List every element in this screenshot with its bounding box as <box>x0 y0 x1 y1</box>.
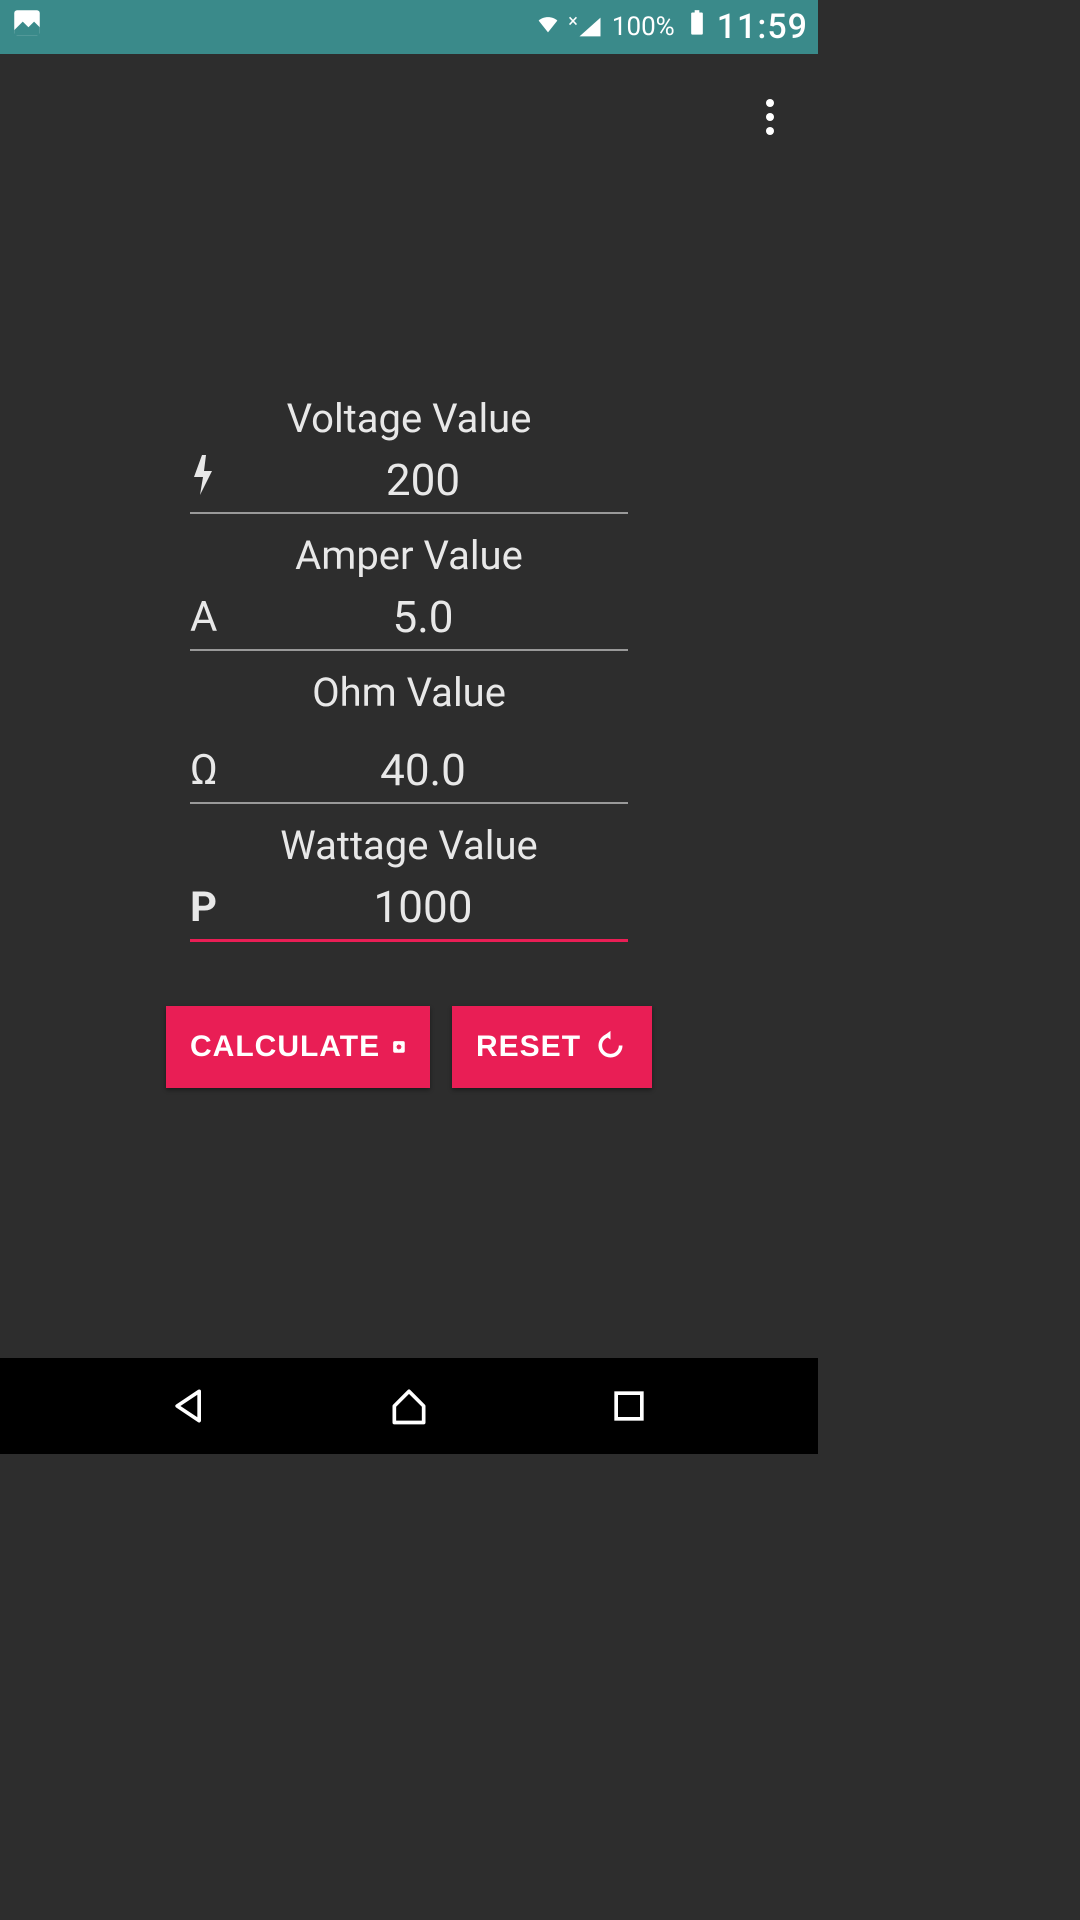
reset-button-label: RESET <box>476 1030 581 1064</box>
calculator-form: Voltage Value 200 Amper Value A 5.0 Ohm … <box>0 395 818 1088</box>
calculate-button-label: CALCULATE <box>190 1030 380 1064</box>
clock: 11:59 <box>717 7 808 47</box>
battery-icon <box>683 9 711 45</box>
ohm-input[interactable]: 40.0 <box>218 740 628 800</box>
more-menu-button[interactable] <box>746 93 794 141</box>
gear-icon <box>392 1028 406 1066</box>
battery-percent: 100% <box>612 12 675 42</box>
reset-button[interactable]: RESET <box>452 1006 652 1088</box>
ohm-label: Ohm Value <box>190 669 628 716</box>
calculate-button[interactable]: CALCULATE <box>166 1006 430 1088</box>
wattage-label: Wattage Value <box>190 822 628 869</box>
amper-label: Amper Value <box>190 532 628 579</box>
amper-field-group: Amper Value A 5.0 <box>190 532 628 651</box>
android-nav-bar <box>0 1358 818 1454</box>
signal-icon: × <box>568 13 604 41</box>
home-button[interactable] <box>379 1376 439 1436</box>
voltage-input[interactable]: 200 <box>218 450 628 510</box>
app-bar <box>0 54 818 180</box>
back-button[interactable] <box>160 1376 220 1436</box>
wifi-icon <box>534 9 562 45</box>
voltage-label: Voltage Value <box>190 395 628 442</box>
screenshot-notification-icon <box>10 6 44 48</box>
ohm-field-group: Ohm Value Ω 40.0 <box>190 669 628 804</box>
wattage-input[interactable]: 1000 <box>218 877 628 937</box>
status-bar: × 100% 11:59 <box>0 0 818 54</box>
amper-input[interactable]: 5.0 <box>218 587 628 647</box>
replay-icon <box>593 1028 628 1066</box>
wattage-field-group: Wattage Value P 1000 <box>190 822 628 942</box>
recent-apps-button[interactable] <box>599 1376 659 1436</box>
voltage-field-group: Voltage Value 200 <box>190 395 628 514</box>
